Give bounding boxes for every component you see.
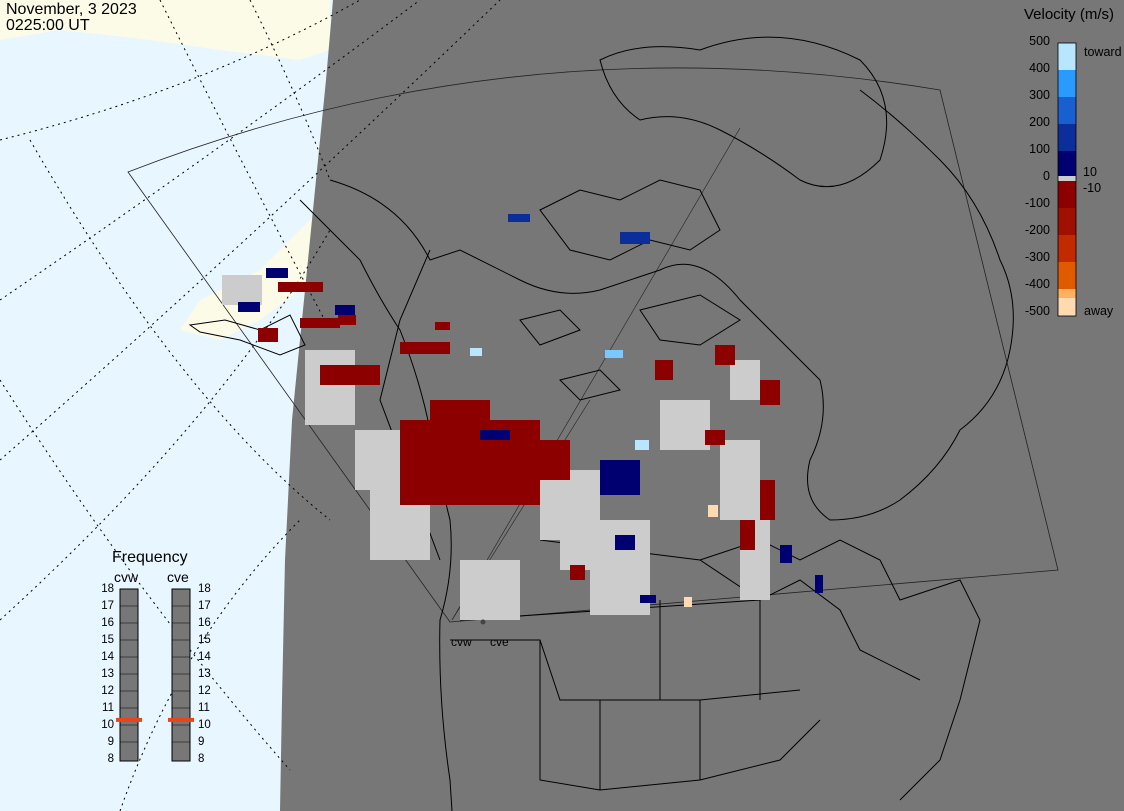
frequency-title: Frequency xyxy=(112,549,188,566)
velocity-tick-label: -400 xyxy=(1024,277,1050,291)
velocity-tick-label: 200 xyxy=(1029,115,1050,129)
frequency-level-label: 9 xyxy=(198,736,205,748)
velocity-tick-label: -300 xyxy=(1024,250,1050,264)
velocity-colorbar xyxy=(1057,42,1077,317)
frequency-level-label: 11 xyxy=(198,702,210,714)
beam-boundary xyxy=(451,127,741,621)
site-label-cvw: cvw xyxy=(451,635,472,649)
frequency-level-label: 13 xyxy=(101,668,114,680)
velocity-tick-label: 0 xyxy=(1043,169,1050,183)
frequency-marker-cvw xyxy=(116,717,142,722)
map-time: 0225:00 UT xyxy=(6,17,90,34)
frequency-level-label: 18 xyxy=(198,583,211,595)
frequency-level-label: 10 xyxy=(101,719,114,731)
velocity-away-label: away xyxy=(1084,304,1114,318)
frequency-level-label: 16 xyxy=(198,617,211,629)
landmass-day xyxy=(0,0,330,340)
velocity-pos10-label: 10 xyxy=(1083,165,1097,179)
velocity-toward-label: toward xyxy=(1084,45,1122,59)
frequency-marker-cve xyxy=(168,717,194,722)
frequency-level-label: 12 xyxy=(198,685,211,697)
velocity-tick-label: 100 xyxy=(1029,142,1050,156)
velocity-tick-label: 400 xyxy=(1029,61,1050,75)
frequency-level-label: 15 xyxy=(101,634,114,646)
frequency-level-label: 8 xyxy=(107,753,114,765)
frequency-level-label: 14 xyxy=(198,651,211,663)
away-echoes xyxy=(258,282,780,580)
toward-echoes xyxy=(238,214,823,607)
frequency-level-label: 11 xyxy=(102,702,114,714)
frequency-level-label: 13 xyxy=(198,668,211,680)
frequency-level-label: 10 xyxy=(198,719,211,731)
velocity-tick-label: 500 xyxy=(1029,34,1050,48)
radar-site-marker xyxy=(480,619,486,625)
velocity-tick-label: -100 xyxy=(1024,196,1050,210)
velocity-neg10-label: -10 xyxy=(1083,181,1102,195)
velocity-tick-label: -200 xyxy=(1024,223,1050,237)
velocity-tick-label: -500 xyxy=(1024,304,1050,318)
frequency-level-label: 16 xyxy=(101,617,114,629)
radar-code-cve: cve xyxy=(167,569,189,585)
site-label-cve: cve xyxy=(490,635,509,649)
frequency-level-label: 12 xyxy=(101,685,114,697)
frequency-level-label: 18 xyxy=(101,583,114,595)
map-date: November, 3 2023 xyxy=(6,1,137,18)
velocity-scale-title: Velocity (m/s) xyxy=(1023,6,1114,23)
frequency-gridlines xyxy=(120,605,190,743)
velocity-tick-label: 300 xyxy=(1029,88,1050,102)
radar-code-cvw: cvw xyxy=(114,569,139,585)
frequency-level-label: 9 xyxy=(107,736,114,748)
frequency-level-label: 15 xyxy=(198,634,211,646)
frequency-level-label: 8 xyxy=(198,753,205,765)
frequency-level-label: 14 xyxy=(101,651,114,663)
frequency-level-label: 17 xyxy=(101,600,114,612)
frequency-level-label: 17 xyxy=(198,600,211,612)
